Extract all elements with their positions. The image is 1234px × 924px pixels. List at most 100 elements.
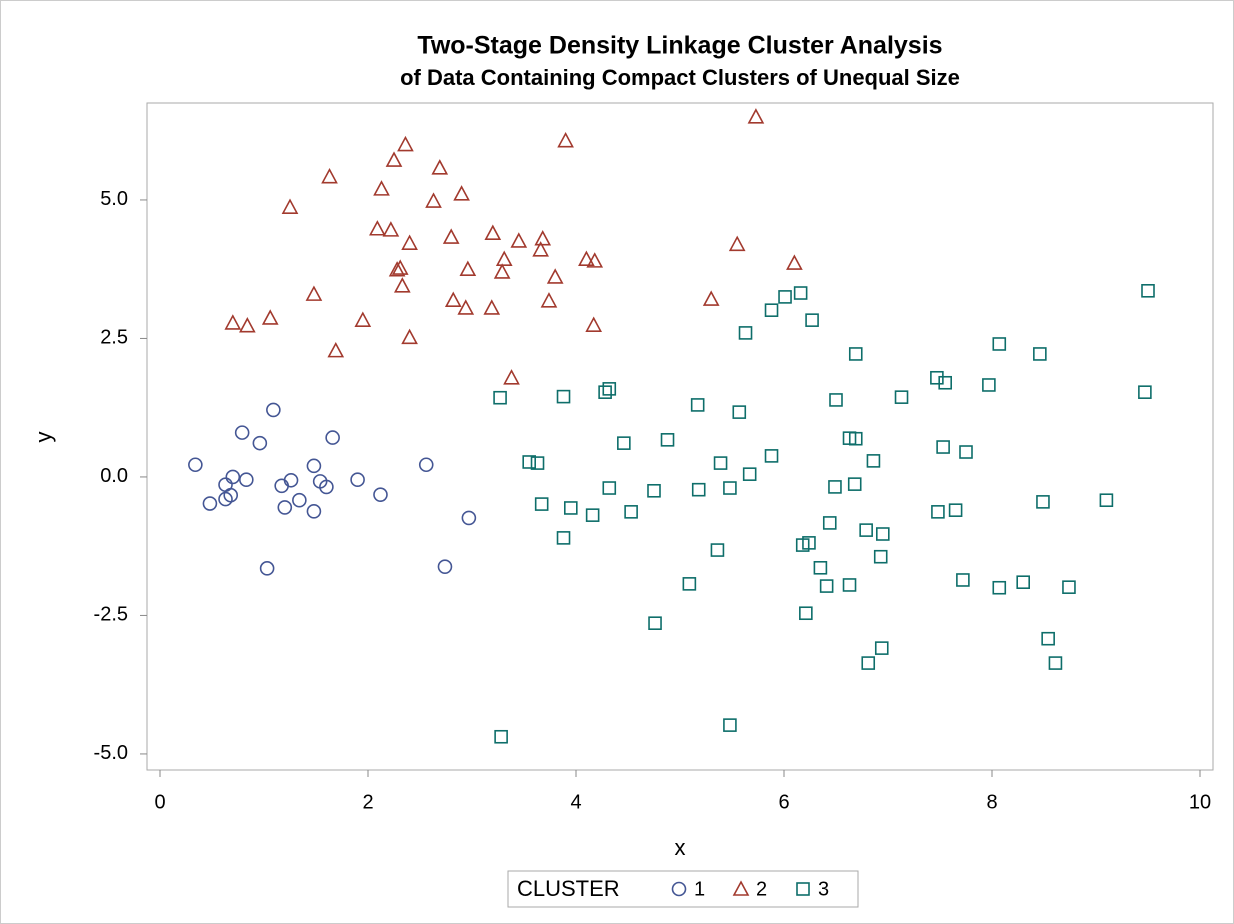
point (306, 503, 322, 519)
point (373, 487, 388, 502)
point (354, 311, 372, 327)
point (1099, 493, 1114, 508)
point (418, 457, 434, 473)
point (938, 375, 953, 390)
y-tick-label: 0.0 (100, 465, 128, 487)
point (277, 500, 293, 515)
point (648, 616, 662, 630)
point (321, 167, 338, 184)
point (829, 393, 843, 407)
x-tick-label: 0 (154, 791, 165, 813)
point (283, 472, 299, 488)
point (503, 369, 520, 385)
point (484, 224, 502, 240)
point (738, 326, 753, 340)
point (510, 232, 528, 248)
point (1141, 284, 1155, 298)
point (1033, 347, 1047, 361)
point (793, 286, 808, 300)
point (234, 425, 250, 440)
point (493, 263, 511, 279)
point (1048, 656, 1063, 670)
y-tick-label: -5.0 (94, 742, 128, 764)
point (959, 445, 973, 459)
x-axis-label: x (675, 835, 686, 860)
point (1041, 631, 1055, 646)
legend-frame (507, 870, 859, 908)
point (956, 573, 970, 587)
point (728, 235, 746, 252)
point (690, 398, 705, 412)
y-tick-label: -2.5 (94, 604, 128, 626)
point (578, 250, 595, 267)
point (691, 482, 706, 497)
point (742, 467, 757, 481)
legend-symbol (732, 880, 750, 896)
point (786, 254, 803, 270)
point (930, 370, 944, 385)
point (874, 641, 889, 655)
point (861, 656, 876, 670)
point (563, 501, 578, 515)
point (483, 299, 501, 315)
point (992, 337, 1007, 351)
point (292, 492, 307, 508)
point (223, 487, 239, 503)
point (444, 291, 462, 308)
point (842, 578, 857, 592)
point (461, 510, 477, 526)
legend-symbol (671, 881, 687, 897)
point (385, 151, 403, 167)
point (723, 481, 737, 495)
point (624, 505, 638, 519)
point (859, 523, 873, 537)
point (585, 508, 600, 522)
point (799, 606, 813, 621)
point (327, 341, 345, 358)
point (723, 718, 737, 732)
legend-label: 1 (694, 878, 705, 900)
point (802, 536, 816, 550)
point (401, 328, 418, 345)
x-tick-label: 8 (986, 791, 997, 813)
point (586, 252, 604, 268)
point (373, 180, 390, 196)
point (391, 259, 409, 275)
point (1016, 575, 1031, 589)
point (602, 382, 617, 396)
point (647, 483, 661, 498)
plot-frame (146, 102, 1214, 771)
point (401, 234, 418, 250)
point (425, 192, 442, 208)
point (702, 290, 720, 306)
point (225, 469, 241, 485)
point (224, 314, 242, 330)
point (617, 436, 631, 450)
point (813, 560, 828, 575)
point (388, 261, 406, 277)
point (1062, 580, 1076, 594)
point (992, 580, 1007, 595)
point (442, 228, 460, 244)
point (848, 347, 863, 361)
x-tick-label: 2 (362, 791, 373, 813)
point (873, 549, 888, 564)
point (732, 405, 747, 419)
chart-subtitle: of Data Containing Compact Clusters of U… (400, 65, 960, 90)
point (682, 577, 697, 591)
point (259, 561, 275, 576)
point (557, 131, 574, 148)
point (350, 472, 365, 488)
point (261, 309, 279, 325)
x-tick-label: 6 (778, 791, 789, 813)
point (493, 390, 507, 405)
point (819, 579, 834, 593)
y-tick-label: 2.5 (100, 327, 128, 349)
point (530, 456, 545, 470)
point (437, 559, 453, 574)
point (532, 241, 549, 257)
legend-label: 3 (818, 878, 829, 900)
point (822, 516, 837, 530)
